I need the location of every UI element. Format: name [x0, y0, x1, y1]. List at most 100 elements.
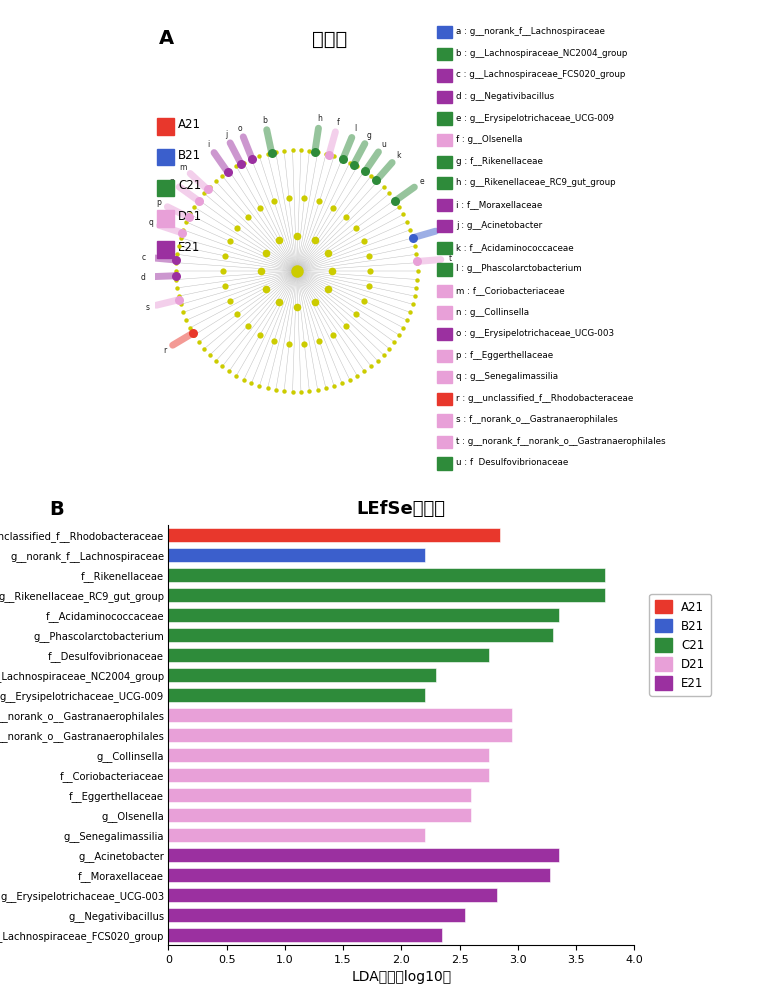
- Text: h: h: [317, 114, 323, 123]
- Text: D21: D21: [179, 210, 203, 223]
- Text: C21: C21: [179, 179, 201, 192]
- Text: p: p: [157, 198, 161, 207]
- Text: f : g__Olsenella: f : g__Olsenella: [456, 135, 523, 144]
- FancyBboxPatch shape: [436, 350, 452, 362]
- FancyBboxPatch shape: [436, 156, 452, 168]
- FancyBboxPatch shape: [157, 118, 174, 135]
- Text: o : g__Erysipelotrichaceae_UCG-003: o : g__Erysipelotrichaceae_UCG-003: [456, 329, 615, 338]
- Bar: [168, 628, 553, 642]
- Text: s : f__norank_o__Gastranaerophilales: s : f__norank_o__Gastranaerophilales: [456, 415, 618, 424]
- Text: s: s: [145, 303, 149, 312]
- Text: t: t: [449, 254, 452, 263]
- Text: j : g__Acinetobacter: j : g__Acinetobacter: [456, 221, 543, 230]
- FancyBboxPatch shape: [157, 241, 174, 258]
- Bar: [168, 908, 465, 922]
- X-axis label: LDA分数（log10）: LDA分数（log10）: [352, 970, 451, 984]
- FancyBboxPatch shape: [436, 134, 452, 146]
- FancyBboxPatch shape: [436, 371, 452, 383]
- Text: E21: E21: [179, 241, 200, 254]
- Text: m : f__Coriobacteriaceae: m : f__Coriobacteriaceae: [456, 286, 565, 295]
- Text: i: i: [207, 140, 210, 149]
- Bar: [168, 828, 424, 842]
- FancyBboxPatch shape: [436, 177, 452, 189]
- FancyBboxPatch shape: [436, 457, 452, 470]
- FancyBboxPatch shape: [436, 328, 452, 340]
- FancyBboxPatch shape: [436, 48, 452, 60]
- Legend: A21, B21, C21, D21, E21: A21, B21, C21, D21, E21: [649, 594, 711, 696]
- Text: o: o: [237, 124, 242, 133]
- Title: LEfSe柱形图: LEfSe柱形图: [357, 500, 446, 518]
- Text: c: c: [142, 253, 146, 262]
- Bar: [168, 728, 512, 742]
- Text: l: l: [354, 124, 356, 133]
- Text: p : f__Eggerthellaceae: p : f__Eggerthellaceae: [456, 351, 554, 360]
- Text: d : g__Negativibacillus: d : g__Negativibacillus: [456, 92, 554, 101]
- Text: m: m: [179, 163, 187, 172]
- Text: g : f__Rikenellaceae: g : f__Rikenellaceae: [456, 157, 543, 166]
- FancyBboxPatch shape: [436, 393, 452, 405]
- Text: a : g__norank_f__Lachnospiraceae: a : g__norank_f__Lachnospiraceae: [456, 27, 605, 36]
- Text: n : g__Collinsella: n : g__Collinsella: [456, 308, 529, 317]
- FancyBboxPatch shape: [436, 91, 452, 103]
- Text: g: g: [367, 131, 372, 140]
- Text: A: A: [160, 29, 175, 48]
- FancyBboxPatch shape: [157, 180, 174, 196]
- Text: u : f  Desulfovibrionaceae: u : f Desulfovibrionaceae: [456, 458, 568, 467]
- Bar: [168, 788, 471, 802]
- Bar: [168, 528, 500, 542]
- Text: i : f__Moraxellaceae: i : f__Moraxellaceae: [456, 200, 543, 209]
- Text: e: e: [420, 177, 424, 186]
- FancyBboxPatch shape: [436, 263, 452, 276]
- Text: t : g__norank_f__norank_o__Gastranaerophilales: t : g__norank_f__norank_o__Gastranaeroph…: [456, 437, 666, 446]
- Text: r : g__unclassified_f__Rhodobacteraceae: r : g__unclassified_f__Rhodobacteraceae: [456, 394, 633, 403]
- FancyBboxPatch shape: [436, 242, 452, 254]
- Text: j: j: [225, 130, 227, 139]
- Bar: [168, 888, 496, 902]
- Bar: [168, 608, 558, 622]
- Bar: [168, 548, 424, 562]
- Text: f: f: [337, 118, 339, 127]
- FancyBboxPatch shape: [436, 306, 452, 319]
- FancyBboxPatch shape: [436, 414, 452, 427]
- Bar: [168, 868, 550, 882]
- Text: B: B: [49, 500, 64, 519]
- Text: n: n: [169, 177, 174, 186]
- Text: k : f__Acidaminococcaceae: k : f__Acidaminococcaceae: [456, 243, 574, 252]
- Text: e : g__Erysipelotrichaceae_UCG-009: e : g__Erysipelotrichaceae_UCG-009: [456, 114, 615, 123]
- Bar: [168, 648, 489, 662]
- FancyBboxPatch shape: [436, 26, 452, 38]
- Text: c : g__Lachnospiraceae_FCS020_group: c : g__Lachnospiraceae_FCS020_group: [456, 70, 626, 79]
- Text: b : g__Lachnospiraceae_NC2004_group: b : g__Lachnospiraceae_NC2004_group: [456, 49, 628, 58]
- Bar: [168, 708, 512, 722]
- Text: q: q: [148, 218, 153, 227]
- Text: k: k: [396, 151, 401, 160]
- Text: h : g__Rikenellaceae_RC9_gut_group: h : g__Rikenellaceae_RC9_gut_group: [456, 178, 616, 187]
- Bar: [168, 928, 442, 942]
- FancyBboxPatch shape: [157, 149, 174, 165]
- Text: a: a: [442, 224, 447, 233]
- Bar: [168, 588, 605, 602]
- Bar: [168, 768, 489, 782]
- FancyBboxPatch shape: [157, 210, 174, 227]
- FancyBboxPatch shape: [436, 199, 452, 211]
- Text: q : g__Senegalimassilia: q : g__Senegalimassilia: [456, 372, 558, 381]
- Bar: [168, 808, 471, 822]
- Text: r: r: [163, 346, 166, 355]
- Text: B21: B21: [179, 149, 201, 162]
- Text: b: b: [262, 116, 267, 125]
- FancyBboxPatch shape: [436, 112, 452, 125]
- FancyBboxPatch shape: [436, 220, 452, 232]
- Text: A21: A21: [179, 118, 201, 131]
- Text: l : g__Phascolarctobacterium: l : g__Phascolarctobacterium: [456, 264, 582, 273]
- Bar: [168, 688, 424, 702]
- FancyBboxPatch shape: [436, 436, 452, 448]
- Text: u: u: [381, 140, 386, 149]
- FancyBboxPatch shape: [436, 69, 452, 82]
- FancyBboxPatch shape: [436, 285, 452, 297]
- Bar: [168, 668, 436, 682]
- Text: 分支图: 分支图: [312, 29, 348, 48]
- Bar: [168, 568, 605, 582]
- Bar: [168, 848, 558, 862]
- Text: d: d: [140, 273, 146, 282]
- Bar: [168, 748, 489, 762]
